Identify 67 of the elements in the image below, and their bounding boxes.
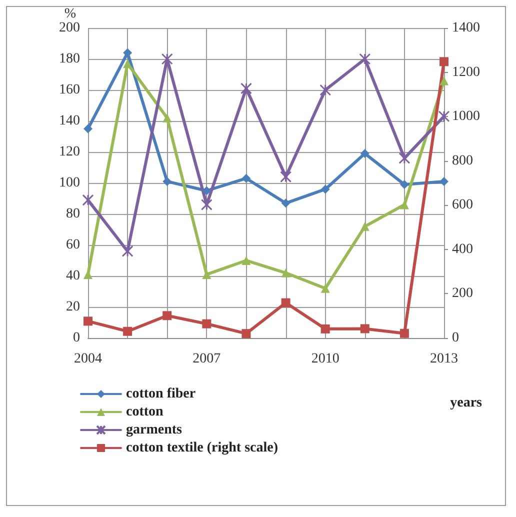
x-axis-title: years [450, 396, 483, 410]
legend-label: cotton textile (right scale) [126, 440, 278, 456]
point [440, 57, 448, 66]
point [398, 152, 410, 164]
point [320, 84, 332, 96]
y2-tick-label: 1000 [452, 109, 480, 124]
point [440, 76, 448, 86]
point [162, 113, 172, 122]
point [320, 324, 330, 334]
x-tick-label: 2007 [192, 352, 221, 366]
point [202, 319, 212, 328]
point [84, 316, 92, 326]
point [122, 245, 134, 257]
point [242, 174, 251, 183]
x-tick-label: 2004 [74, 352, 102, 366]
y2-tick-label: 1200 [452, 64, 480, 80]
point [281, 298, 290, 308]
point [400, 328, 409, 338]
y-tick-label: 200 [59, 20, 80, 36]
point [242, 256, 251, 265]
y2-tick-label: 1400 [452, 20, 480, 36]
point [281, 198, 290, 208]
y2-tick-label: 600 [452, 198, 473, 213]
legend-label: garments [126, 422, 183, 438]
point [84, 124, 92, 134]
point [400, 200, 409, 210]
point [440, 176, 448, 186]
y-tick-label: 40 [66, 268, 80, 284]
point [200, 198, 212, 210]
point [280, 171, 292, 183]
point [320, 284, 330, 293]
point [161, 53, 173, 65]
y-tick-label: 0 [73, 330, 80, 346]
y2-tick-label: 800 [452, 153, 473, 168]
point [281, 268, 290, 278]
y-tick-label: 80 [66, 206, 80, 222]
x-tick-label: 2010 [311, 352, 340, 366]
y2-tick-label: 200 [452, 286, 473, 302]
point [438, 110, 450, 122]
y-tick-label: 100 [59, 176, 80, 190]
point [400, 180, 409, 190]
point [242, 329, 251, 338]
y-tick-label: 60 [66, 238, 80, 252]
point [162, 311, 172, 320]
point [359, 53, 371, 65]
y2-tick-label: 0 [452, 330, 459, 346]
point [360, 149, 370, 158]
y-tick-label: 20 [66, 300, 80, 314]
point [240, 82, 252, 94]
point [162, 176, 172, 186]
point [123, 326, 132, 336]
point [360, 222, 370, 231]
x-tick-label: 2013 [430, 352, 458, 366]
legend-label: cotton fiber [126, 386, 196, 402]
y-axis-title: % [64, 6, 76, 22]
y-tick-label: 120 [59, 144, 80, 160]
point [82, 194, 94, 206]
y-tick-label: 180 [59, 52, 80, 66]
y-tick-label: 140 [59, 114, 80, 128]
legend-label: cotton [126, 404, 164, 420]
point [320, 184, 330, 194]
point [123, 59, 132, 68]
point [202, 186, 212, 196]
y-tick-label: 160 [59, 82, 80, 98]
point [202, 270, 212, 279]
y2-tick-label: 400 [452, 242, 473, 257]
point [360, 324, 370, 334]
